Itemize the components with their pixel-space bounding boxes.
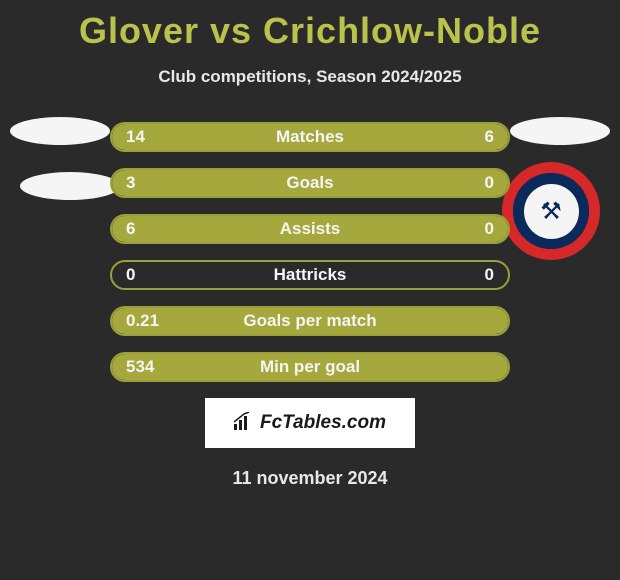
chart-area: ⚒ 14Matches63Goals06Assists00Hattricks00… xyxy=(0,122,620,382)
club-badge: ⚒ xyxy=(502,162,600,260)
bars-container: 14Matches63Goals06Assists00Hattricks00.2… xyxy=(110,122,510,382)
logo-text: FcTables.com xyxy=(260,412,386,434)
stat-label: Matches xyxy=(112,124,508,150)
fctables-logo: FcTables.com xyxy=(205,398,415,448)
stat-label: Assists xyxy=(112,216,508,242)
chart-icon xyxy=(234,412,254,435)
stat-label: Goals xyxy=(112,170,508,196)
stat-value-right: 0 xyxy=(485,216,494,242)
stat-label: Goals per match xyxy=(112,308,508,334)
player-left-ellipse-2 xyxy=(20,172,120,200)
stat-value-right: 0 xyxy=(485,170,494,196)
stat-label: Min per goal xyxy=(112,354,508,380)
stat-value-right: 0 xyxy=(485,262,494,288)
stat-row: 3Goals0 xyxy=(110,168,510,198)
stat-row: 0Hattricks0 xyxy=(110,260,510,290)
stat-label: Hattricks xyxy=(112,262,508,288)
comparison-subtitle: Club competitions, Season 2024/2025 xyxy=(0,67,620,87)
comparison-title: Glover vs Crichlow-Noble xyxy=(0,0,620,52)
stat-row: 534Min per goal xyxy=(110,352,510,382)
stat-row: 14Matches6 xyxy=(110,122,510,152)
club-badge-inner: ⚒ xyxy=(524,184,579,239)
player-left-ellipse-1 xyxy=(10,117,110,145)
stat-row: 6Assists0 xyxy=(110,214,510,244)
stat-value-right: 6 xyxy=(485,124,494,150)
date-text: 11 november 2024 xyxy=(0,468,620,489)
player-right-ellipse xyxy=(510,117,610,145)
stat-row: 0.21Goals per match xyxy=(110,306,510,336)
